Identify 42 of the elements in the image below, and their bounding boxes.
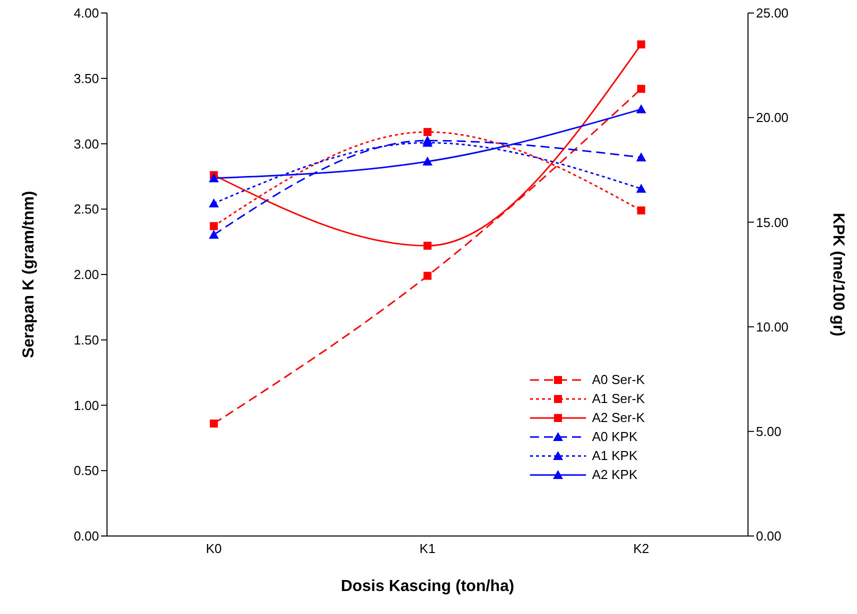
point	[637, 206, 646, 214]
y-tick-label: 0.00	[74, 528, 99, 544]
x-tick-label: K1	[420, 541, 436, 556]
point	[208, 230, 219, 239]
point	[422, 156, 432, 166]
y-tick-label: 2.00	[74, 267, 99, 282]
y2-tick-label: 25.00	[756, 6, 789, 21]
y-tick-label: 1.00	[74, 398, 99, 413]
y-tick-label: 3.00	[74, 136, 99, 152]
legend-label: A0 KPK	[592, 429, 638, 444]
y2-tick-label: 0.00	[756, 528, 782, 544]
y2-tick-label: 20.00	[756, 110, 789, 126]
legend-label: A0 Ser-K	[592, 372, 645, 387]
x-axis-title: Dosis Kascing (ton/ha)	[340, 578, 514, 595]
legend-label: A1 KPK	[592, 448, 638, 463]
point	[208, 173, 219, 182]
point	[424, 242, 432, 250]
point	[208, 198, 219, 208]
y2-tick-label: 5.00	[756, 424, 782, 440]
y-tick-label: 0.50	[74, 463, 99, 478]
point	[424, 272, 432, 280]
y2-tick-label: 15.00	[756, 214, 789, 230]
point	[210, 420, 218, 428]
y-tick-label: 1.50	[74, 332, 99, 348]
legend-label: A1 Ser-K	[592, 391, 645, 406]
y-tick-label: 4.00	[74, 6, 99, 21]
point	[636, 184, 646, 193]
y2-axis-title: KPK (me/100 gr)	[829, 212, 846, 336]
legend-label: A2 KPK	[592, 467, 638, 482]
point	[637, 40, 646, 48]
point	[637, 84, 646, 93]
y-axis-title: Serapan K (gram/tnm)	[20, 190, 38, 358]
point	[210, 222, 218, 230]
y-tick-label: 2.50	[74, 202, 99, 217]
y2-tick-label: 10.00	[756, 319, 789, 334]
point	[636, 152, 646, 162]
x-tick-label: K2	[633, 541, 650, 556]
y-tick-label: 3.50	[74, 70, 99, 86]
point	[636, 104, 646, 114]
x-tick-label: K0	[206, 541, 222, 556]
legend-label: A2 Ser-K	[592, 410, 645, 425]
point	[424, 128, 432, 136]
